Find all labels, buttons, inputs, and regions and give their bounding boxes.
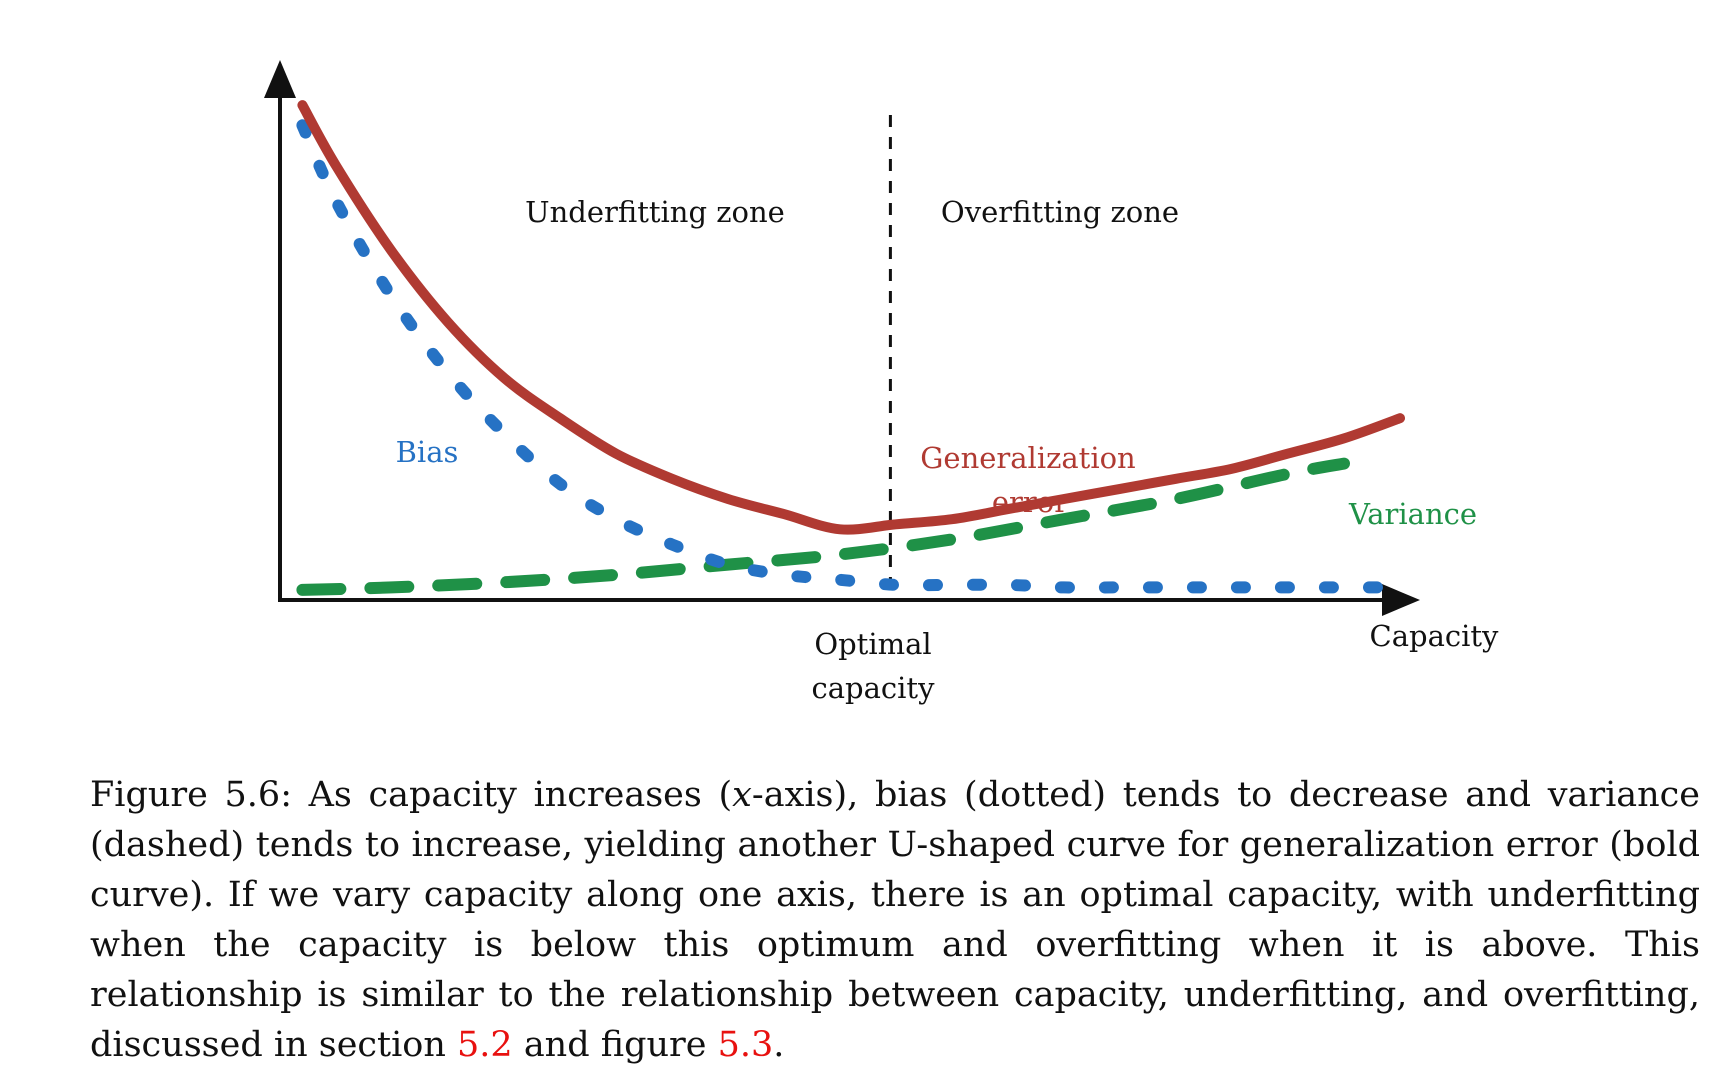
caption-prefix: Figure 5.6: As capacity increases ( bbox=[90, 775, 733, 815]
caption-suffix: . bbox=[773, 1025, 785, 1065]
optimal-capacity-label-line2: capacity bbox=[812, 671, 936, 705]
y-axis-arrowhead bbox=[264, 60, 296, 98]
bias-variance-figure: Underfitting zone Overfitting zone Bias … bbox=[264, 60, 1500, 705]
variance-label: Variance bbox=[1348, 497, 1477, 531]
generalization-error-label-line2: error bbox=[992, 485, 1068, 519]
caption-math-x: x bbox=[732, 775, 752, 815]
variance-curve bbox=[296, 457, 1350, 596]
generalization-error-label-line1: Generalization bbox=[920, 441, 1136, 475]
overfitting-zone-label: Overfitting zone bbox=[941, 195, 1179, 229]
x-axis-arrowhead bbox=[1382, 584, 1420, 616]
generalization-error-curve bbox=[297, 100, 1405, 535]
bias-label: Bias bbox=[396, 435, 459, 469]
x-axis-label: Capacity bbox=[1370, 619, 1500, 653]
figure-caption: Figure 5.6: As capacity increases (x-axi… bbox=[90, 770, 1700, 1070]
caption-body: -axis), bias (dotted) tends to decrease … bbox=[90, 775, 1700, 1065]
bias-curve bbox=[296, 119, 1406, 594]
section-reference-link[interactable]: 5.2 bbox=[457, 1025, 513, 1065]
underfitting-zone-label: Underfitting zone bbox=[525, 195, 785, 229]
optimal-capacity-label-line1: Optimal bbox=[814, 627, 931, 661]
figure-reference-link[interactable]: 5.3 bbox=[717, 1025, 774, 1065]
caption-middle: and figure bbox=[512, 1025, 718, 1065]
